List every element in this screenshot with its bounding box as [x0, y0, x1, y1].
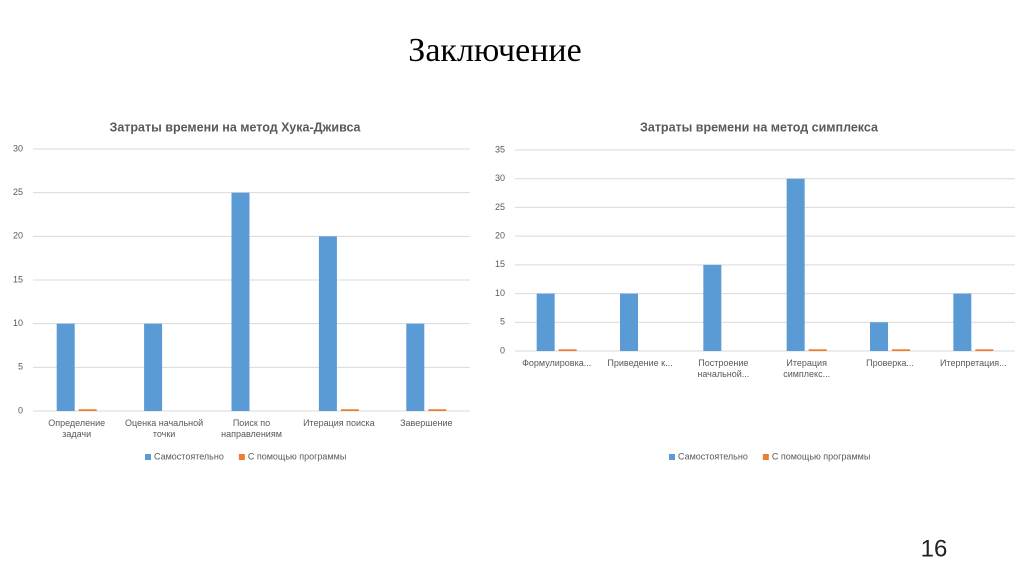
bar [318, 236, 337, 411]
x-tick-label: Завершение [400, 418, 453, 428]
bar [144, 323, 163, 411]
x-tick-label: Построение начальной... [697, 358, 750, 379]
legend-label: Самостоятельно [678, 451, 748, 461]
y-tick-label: 0 [18, 405, 23, 415]
bar [231, 192, 250, 411]
x-tick-label: Формулировка... [522, 358, 592, 368]
bar [78, 409, 97, 411]
bar [620, 293, 638, 351]
y-tick-label: 25 [495, 202, 505, 212]
bar [428, 409, 447, 411]
chart-title: Затраты времени на метод симплекса [640, 120, 879, 134]
y-tick-label: 5 [500, 317, 505, 327]
page-number: 16 [921, 535, 948, 562]
x-tick-label: Итерация симплекс... [783, 358, 831, 379]
y-tick-label: 35 [495, 144, 505, 154]
y-tick-label: 15 [495, 259, 505, 269]
y-tick-label: 10 [495, 288, 505, 298]
bar [406, 323, 425, 411]
chart-title: Затраты времени на метод Хука-Дживса [110, 120, 362, 134]
bar [786, 178, 805, 351]
y-tick-label: 5 [18, 362, 23, 372]
x-tick-label: Приведение к... [607, 358, 673, 368]
bar [56, 323, 75, 411]
legend-label: С помощью программы [772, 451, 870, 461]
bar [340, 409, 359, 411]
legend-swatch [762, 454, 769, 460]
x-tick-label: Проверка... [866, 358, 914, 368]
bar [975, 349, 994, 351]
bar [953, 293, 972, 351]
bar [808, 349, 827, 351]
y-tick-label: 30 [13, 143, 23, 153]
y-tick-label: 20 [495, 231, 505, 241]
y-tick-label: 20 [13, 231, 23, 241]
x-tick-label: Итерпретация... [939, 358, 1007, 368]
legend-swatch [145, 454, 151, 460]
bar [892, 349, 910, 351]
bar [536, 293, 555, 351]
legend-swatch [238, 454, 245, 460]
y-tick-label: 10 [13, 318, 23, 328]
x-tick-label: Определение задачи [48, 418, 106, 439]
bar [703, 264, 722, 351]
legend-label: С помощью программы [248, 451, 346, 461]
x-tick-label: Оценка начальной точки [125, 418, 204, 439]
y-tick-label: 0 [500, 345, 505, 355]
slide-title: Заключение [408, 32, 581, 69]
y-tick-label: 30 [495, 173, 505, 183]
legend-swatch [669, 454, 675, 460]
bar [870, 322, 888, 351]
y-tick-label: 15 [13, 274, 23, 284]
x-tick-label: Поиск по направлениям [221, 418, 282, 439]
bar [558, 349, 577, 351]
legend-label: Самостоятельно [154, 451, 224, 461]
x-tick-label: Итерация поиска [303, 418, 375, 428]
y-tick-label: 25 [13, 187, 23, 197]
